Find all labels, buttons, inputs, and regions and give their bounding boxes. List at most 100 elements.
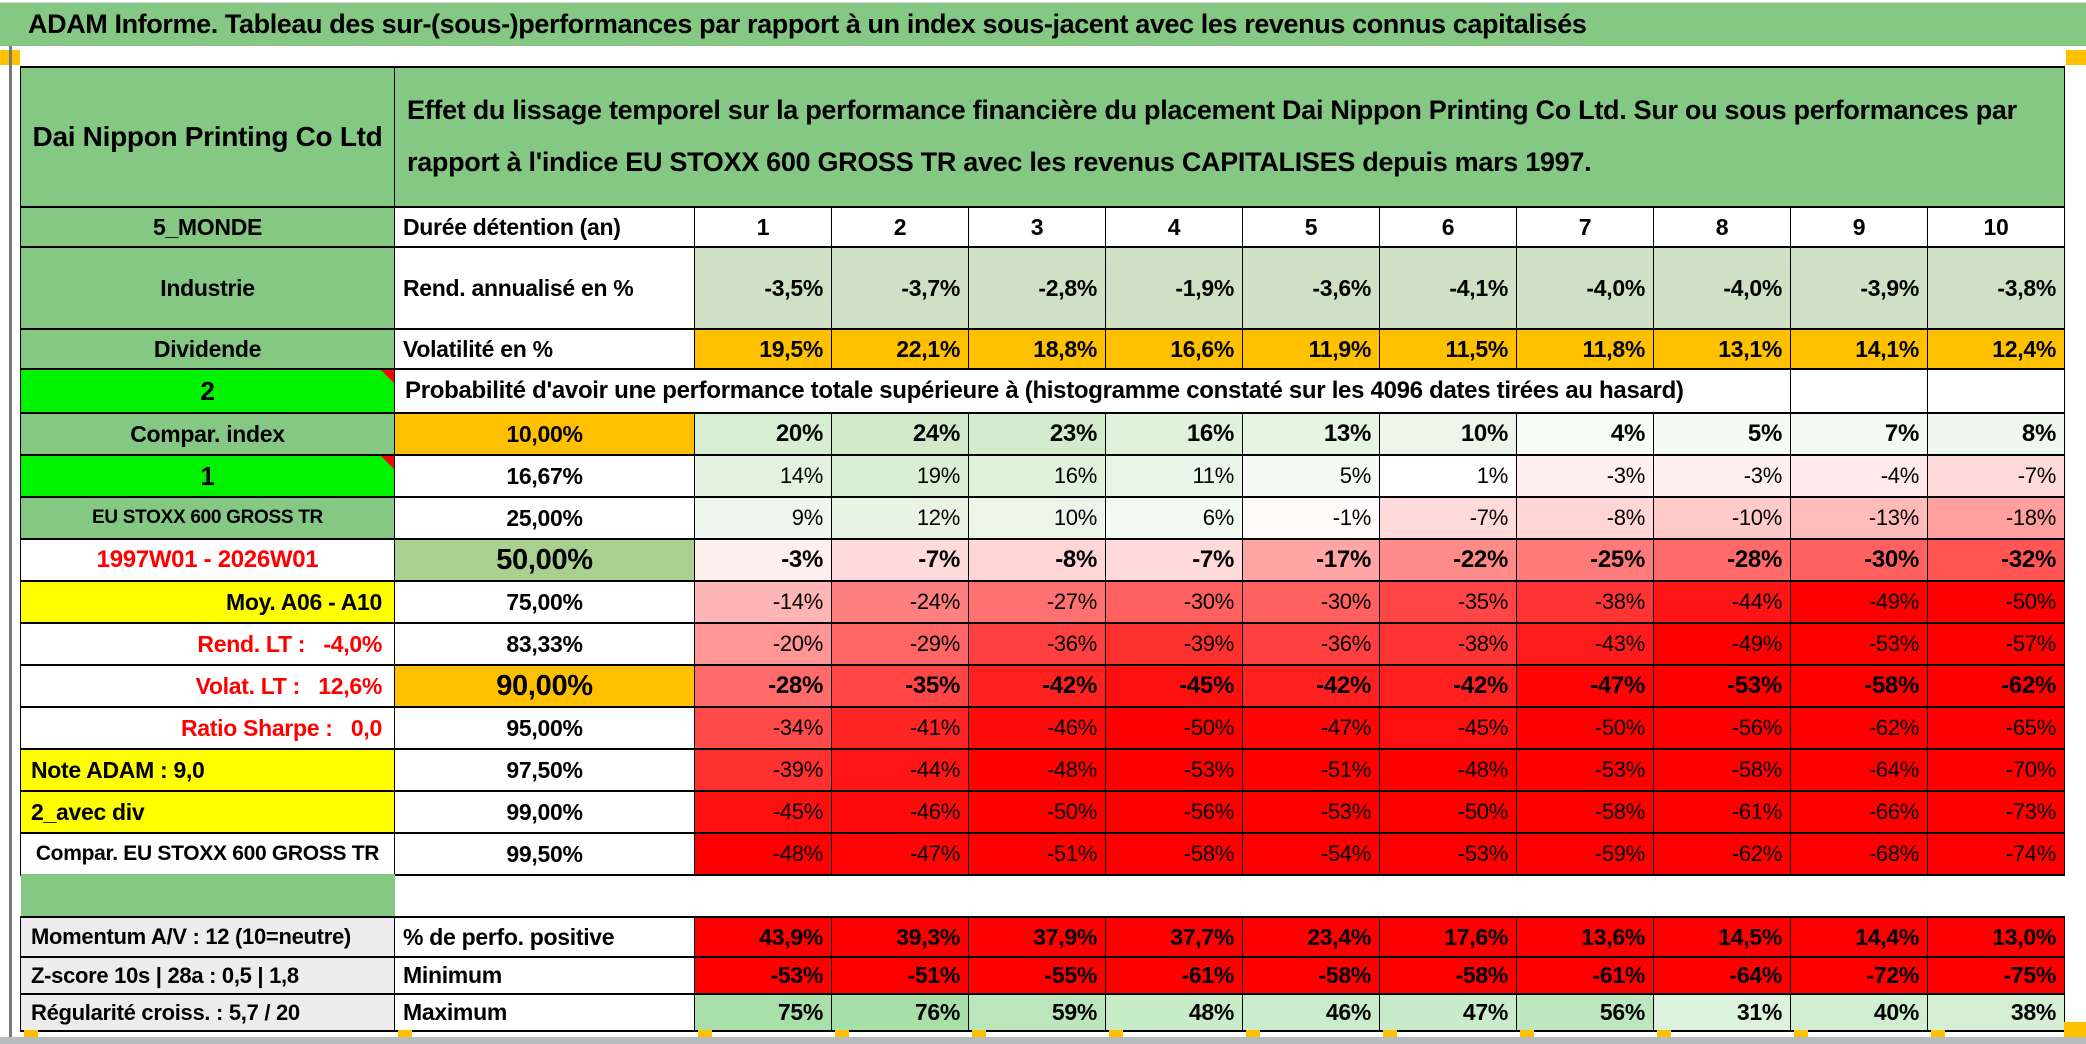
value-cell[interactable]: -65%	[1928, 708, 2065, 750]
value-cell[interactable]: -29%	[832, 624, 969, 666]
value-cell[interactable]: -38%	[1517, 582, 1654, 624]
value-cell[interactable]: -28%	[695, 666, 832, 708]
duration-header-cell[interactable]: 10	[1928, 208, 2065, 248]
value-cell[interactable]: -58%	[1654, 750, 1791, 792]
value-cell[interactable]: 9%	[695, 498, 832, 540]
value-cell[interactable]: 10%	[1380, 414, 1517, 456]
row-label-cell[interactable]: Compar. index	[21, 414, 395, 456]
value-cell[interactable]: 18,8%	[969, 330, 1106, 370]
value-cell[interactable]: 13%	[1243, 414, 1380, 456]
row-label-cell[interactable]: 1	[21, 456, 395, 498]
value-cell[interactable]: 1%	[1380, 456, 1517, 498]
value-cell[interactable]: -10%	[1654, 498, 1791, 540]
value-cell[interactable]: -34%	[695, 708, 832, 750]
row-label-cell[interactable]: Z-score 10s | 28a : 0,5 | 1,8	[21, 958, 395, 995]
threshold-cell[interactable]: 99,50%	[395, 834, 695, 876]
value-cell[interactable]: 14,4%	[1791, 918, 1928, 958]
value-cell[interactable]: -44%	[1654, 582, 1791, 624]
value-cell[interactable]: -50%	[1928, 582, 2065, 624]
value-cell[interactable]: 4%	[1517, 414, 1654, 456]
value-cell[interactable]: 14,5%	[1654, 918, 1791, 958]
value-cell[interactable]: -4,1%	[1380, 248, 1517, 330]
value-cell[interactable]: -48%	[969, 750, 1106, 792]
value-cell[interactable]: -17%	[1243, 540, 1380, 582]
value-cell[interactable]: 16%	[969, 456, 1106, 498]
row-label-cell[interactable]: Moy. A06 - A10	[21, 582, 395, 624]
value-cell[interactable]: -3,6%	[1243, 248, 1380, 330]
row-label-cell[interactable]: 2_avec div	[21, 792, 395, 834]
row-label-cell[interactable]: Régularité croiss. : 5,7 / 20	[21, 995, 395, 1032]
threshold-cell[interactable]: 95,00%	[395, 708, 695, 750]
value-cell[interactable]: -7%	[1380, 498, 1517, 540]
value-cell[interactable]: -51%	[1243, 750, 1380, 792]
value-cell[interactable]: -27%	[969, 582, 1106, 624]
value-cell[interactable]: -53%	[1654, 666, 1791, 708]
value-cell[interactable]: -54%	[1243, 834, 1380, 876]
value-cell[interactable]: -56%	[1106, 792, 1243, 834]
value-cell[interactable]: 59%	[969, 995, 1106, 1032]
value-cell[interactable]: -22%	[1380, 540, 1517, 582]
value-cell[interactable]: -48%	[695, 834, 832, 876]
value-cell[interactable]: 43,9%	[695, 918, 832, 958]
value-cell[interactable]: 12,4%	[1928, 330, 2065, 370]
metric-label-cell[interactable]: Volatilité en %	[395, 330, 695, 370]
value-cell[interactable]: 10%	[969, 498, 1106, 540]
value-cell[interactable]: -61%	[1517, 958, 1654, 995]
value-cell[interactable]: -70%	[1928, 750, 2065, 792]
row-label-cell[interactable]: 1997W01 - 2026W01	[21, 540, 395, 582]
value-cell[interactable]: -47%	[1243, 708, 1380, 750]
value-cell[interactable]: 14%	[695, 456, 832, 498]
threshold-cell[interactable]: 99,00%	[395, 792, 695, 834]
value-cell[interactable]: -64%	[1654, 958, 1791, 995]
value-cell[interactable]: -4,0%	[1517, 248, 1654, 330]
empty-cell[interactable]	[1928, 370, 2065, 414]
metric-label-cell[interactable]: Rend. annualisé en %	[395, 248, 695, 330]
value-cell[interactable]: -14%	[695, 582, 832, 624]
value-cell[interactable]: -42%	[969, 666, 1106, 708]
value-cell[interactable]: -3%	[1517, 456, 1654, 498]
threshold-cell[interactable]: 83,33%	[395, 624, 695, 666]
value-cell[interactable]: -7%	[1106, 540, 1243, 582]
value-cell[interactable]: 13,6%	[1517, 918, 1654, 958]
row-label-cell[interactable]: 5_MONDE	[21, 208, 395, 248]
metric-label-cell[interactable]: Minimum	[395, 958, 695, 995]
row-label-cell[interactable]: Rend. LT : -4,0%	[21, 624, 395, 666]
value-cell[interactable]: -62%	[1791, 708, 1928, 750]
value-cell[interactable]: -61%	[1654, 792, 1791, 834]
value-cell[interactable]: 14,1%	[1791, 330, 1928, 370]
value-cell[interactable]: -3%	[1654, 456, 1791, 498]
value-cell[interactable]: -47%	[1517, 666, 1654, 708]
value-cell[interactable]: -45%	[1380, 708, 1517, 750]
value-cell[interactable]: -48%	[1380, 750, 1517, 792]
threshold-cell[interactable]: 25,00%	[395, 498, 695, 540]
value-cell[interactable]: -45%	[695, 792, 832, 834]
value-cell[interactable]: -62%	[1928, 666, 2065, 708]
row-label-cell[interactable]: Industrie	[21, 248, 395, 330]
value-cell[interactable]: -20%	[695, 624, 832, 666]
value-cell[interactable]: 23%	[969, 414, 1106, 456]
value-cell[interactable]: 39,3%	[832, 918, 969, 958]
value-cell[interactable]: -35%	[832, 666, 969, 708]
value-cell[interactable]: -53%	[1106, 750, 1243, 792]
value-cell[interactable]: -36%	[969, 624, 1106, 666]
value-cell[interactable]: -61%	[1106, 958, 1243, 995]
threshold-cell[interactable]: 90,00%	[395, 666, 695, 708]
value-cell[interactable]: 56%	[1517, 995, 1654, 1032]
value-cell[interactable]: -36%	[1243, 624, 1380, 666]
value-cell[interactable]: 31%	[1654, 995, 1791, 1032]
value-cell[interactable]: -72%	[1791, 958, 1928, 995]
duration-header-cell[interactable]: 9	[1791, 208, 1928, 248]
value-cell[interactable]: -53%	[1791, 624, 1928, 666]
value-cell[interactable]: -39%	[1106, 624, 1243, 666]
value-cell[interactable]: -50%	[1517, 708, 1654, 750]
value-cell[interactable]: -50%	[1380, 792, 1517, 834]
value-cell[interactable]: 5%	[1243, 456, 1380, 498]
value-cell[interactable]: 47%	[1380, 995, 1517, 1032]
value-cell[interactable]: -59%	[1517, 834, 1654, 876]
value-cell[interactable]: -3,8%	[1928, 248, 2065, 330]
metric-label-cell[interactable]: Durée détention (an)	[395, 208, 695, 248]
value-cell[interactable]: 20%	[695, 414, 832, 456]
value-cell[interactable]: -75%	[1928, 958, 2065, 995]
row-label-cell[interactable]: Note ADAM : 9,0	[21, 750, 395, 792]
value-cell[interactable]: -50%	[1106, 708, 1243, 750]
